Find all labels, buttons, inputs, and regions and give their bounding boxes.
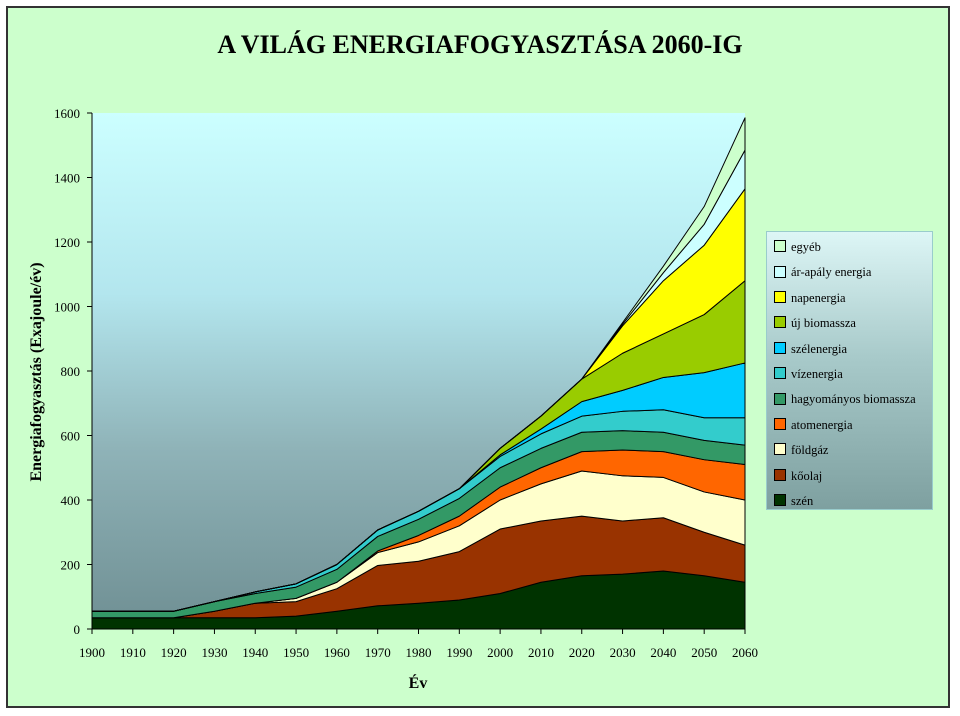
- legend-label: új biomassza: [791, 316, 856, 331]
- y-tick-label: 1600: [54, 106, 80, 121]
- y-tick-label: 800: [61, 364, 81, 379]
- legend-swatch: [774, 240, 786, 253]
- legend-item: új biomassza: [774, 314, 856, 330]
- legend-item: vízenergia: [774, 365, 843, 381]
- y-tick-label: 1400: [54, 171, 80, 186]
- x-tick-label: 2020: [569, 645, 595, 660]
- y-tick-label: 1200: [54, 235, 80, 250]
- legend-item: napenergia: [774, 289, 846, 305]
- legend-label: vízenergia: [791, 367, 843, 382]
- y-tick-label: 400: [61, 493, 81, 508]
- legend-label: kőolaj: [791, 468, 823, 483]
- x-tick-label: 2000: [487, 645, 513, 660]
- legend-swatch: [774, 265, 786, 278]
- x-tick-label: 2010: [528, 645, 554, 660]
- x-tick-label: 1960: [324, 645, 350, 660]
- x-tick-label: 1920: [161, 645, 187, 660]
- legend-swatch: [774, 341, 786, 354]
- legend-label: napenergia: [791, 290, 846, 305]
- legend-item: földgáz: [774, 441, 828, 457]
- legend-swatch: [774, 494, 786, 507]
- legend-swatch: [774, 392, 786, 405]
- area-layer: [91, 117, 746, 630]
- y-axis-label: Energiafogyasztás (Exajoule/év): [28, 262, 45, 481]
- chart-title: A VILÁG ENERGIAFOGYASZTÁSA 2060-IG: [217, 30, 743, 59]
- x-tick-label: 1910: [120, 645, 146, 660]
- x-tick-label: 2050: [691, 645, 717, 660]
- legend-item: atomenergia: [774, 416, 853, 432]
- x-tick-label: 2030: [610, 645, 636, 660]
- y-tick-label: 1000: [54, 300, 80, 315]
- x-tick-label: 1940: [242, 645, 268, 660]
- legend-label: hagyományos biomassza: [791, 392, 916, 407]
- legend-label: szélenergia: [791, 341, 847, 356]
- x-tick-label: 1930: [201, 645, 227, 660]
- legend-label: atomenergia: [791, 417, 853, 432]
- legend-swatch: [774, 468, 786, 481]
- axes-layer: 0 200 400 600 800 1000 1200 1400 1600 1900 1910 192…: [54, 106, 758, 660]
- legend-item: egyéb: [774, 238, 821, 254]
- x-tick-label: 1990: [446, 645, 472, 660]
- legend-swatch: [774, 367, 786, 380]
- legend-swatch: [774, 443, 786, 456]
- legend-item: ár-apály energia: [774, 263, 872, 280]
- x-tick-label: 1970: [365, 645, 391, 660]
- x-tick-label: 1900: [79, 645, 105, 660]
- y-tick-label: 600: [61, 429, 81, 444]
- y-tick-label: 0: [74, 622, 81, 637]
- x-axis-label: Év: [409, 673, 428, 692]
- x-tick-label: 1980: [406, 645, 432, 660]
- legend-label: földgáz: [791, 443, 829, 458]
- legend-swatch: [774, 316, 786, 329]
- legend-swatch: [774, 290, 786, 303]
- y-tick-label: 200: [61, 558, 81, 573]
- legend-swatch: [774, 417, 786, 430]
- legend-label: egyéb: [791, 240, 821, 255]
- legend-item: kőolaj: [774, 467, 822, 483]
- legend-label: ár-apály energia: [791, 265, 872, 280]
- x-tick-label: 2040: [650, 645, 676, 660]
- legend-item: szén: [774, 492, 813, 508]
- series-area-10: [91, 117, 746, 612]
- legend-label: szén: [791, 494, 814, 509]
- legend-item: szélenergia: [774, 340, 847, 356]
- legend: egyéb ár-apály energia napenergia új biomas…: [766, 231, 933, 510]
- x-tick-label: 2060: [732, 645, 758, 660]
- legend-item: hagyományos biomassza: [774, 390, 916, 407]
- x-tick-label: 1950: [283, 645, 309, 660]
